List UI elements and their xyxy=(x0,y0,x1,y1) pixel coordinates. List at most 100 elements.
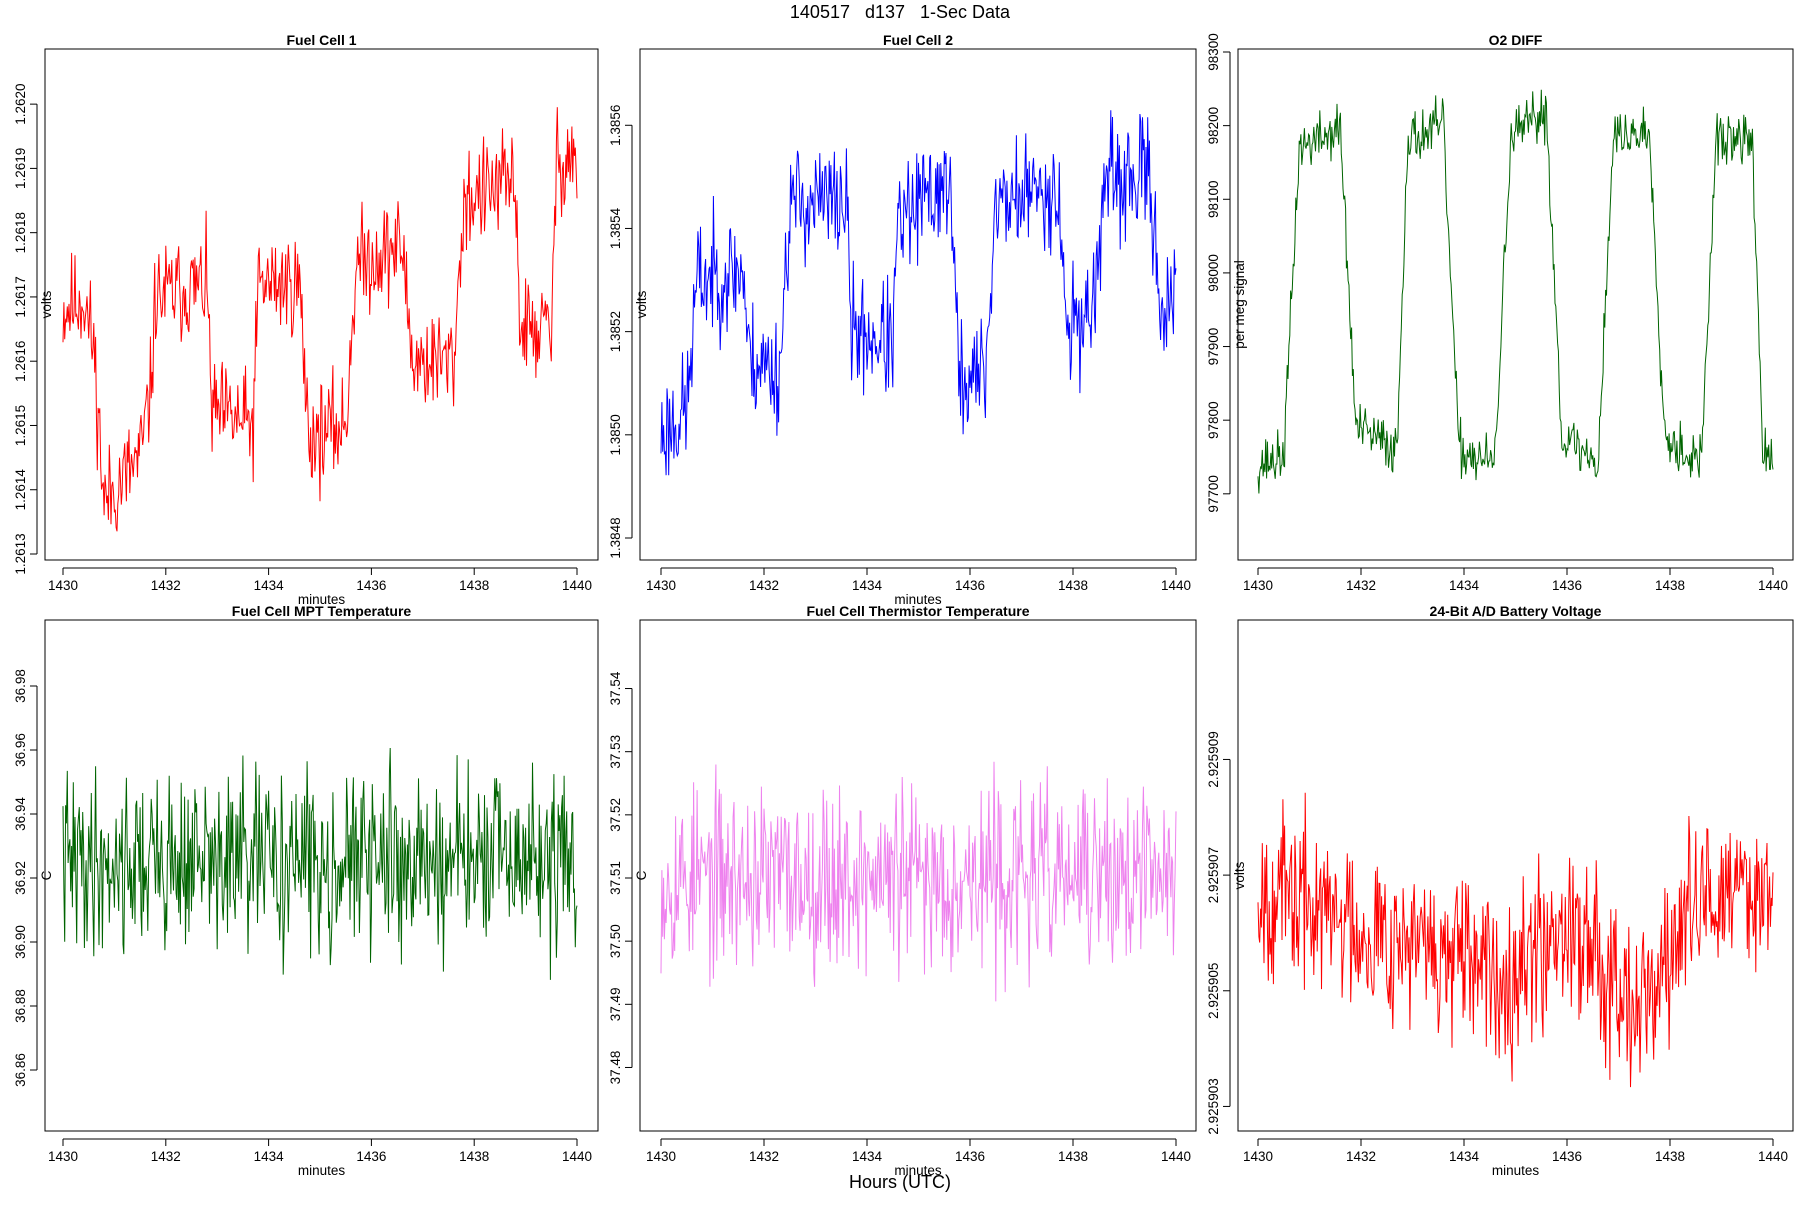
y-tick-label: 2.925909 xyxy=(1206,731,1221,787)
y-tick-label: 36.86 xyxy=(13,1053,28,1087)
y-axis-label: volts xyxy=(1232,861,1247,889)
y-tick-label: 36.90 xyxy=(13,925,28,959)
x-tick-label: 1430 xyxy=(48,578,78,593)
figure-x-axis-label: Hours (UTC) xyxy=(849,1172,951,1192)
y-axis-label: volts xyxy=(39,290,54,318)
plot-frame xyxy=(639,619,1197,1132)
plot-frame xyxy=(44,48,599,561)
y-tick-label: 1.2616 xyxy=(13,341,28,382)
plot-panel-5: Fuel Cell Thermistor Temperature 1430 1432… xyxy=(608,603,1197,1178)
x-tick-label: 1430 xyxy=(1243,1149,1273,1164)
x-axis-label: minutes xyxy=(894,1163,942,1178)
x-tick-label: 1438 xyxy=(1655,1149,1685,1164)
data-series-line xyxy=(62,107,578,532)
x-tick-label: 1432 xyxy=(151,578,181,593)
x-tick-label: 1438 xyxy=(1655,578,1685,593)
plot-panel-2: Fuel Cell 2 1430 1432 1434 1436 1438 1440 minut… xyxy=(608,32,1197,607)
y-tick-label: 37.53 xyxy=(608,735,623,769)
y-tick-label: 1.3852 xyxy=(608,311,623,352)
plot-title: Fuel Cell Thermistor Temperature xyxy=(806,603,1029,619)
y-tick-label: 37.48 xyxy=(608,1051,623,1085)
data-series-line xyxy=(660,110,1177,476)
y-tick-label: 98300 xyxy=(1206,33,1221,71)
y-tick-label: 1.2614 xyxy=(13,469,28,511)
plot-frame xyxy=(1237,619,1794,1132)
data-series-line xyxy=(62,747,578,980)
y-axis-label: C xyxy=(39,870,54,880)
y-tick-label: 36.94 xyxy=(13,797,28,831)
y-tick-label: 37.50 xyxy=(608,924,623,958)
y-tick-label: 1.2620 xyxy=(13,83,28,124)
x-tick-label: 1434 xyxy=(1449,1149,1480,1164)
x-tick-label: 1436 xyxy=(1552,578,1582,593)
data-series-line xyxy=(660,761,1177,1002)
x-tick-label: 1438 xyxy=(459,578,489,593)
y-axis-label: per meg signal xyxy=(1232,260,1247,349)
y-tick-label: 1.3856 xyxy=(608,105,623,146)
x-tick-label: 1430 xyxy=(48,1149,78,1164)
plot-panel-4: Fuel Cell MPT Temperature 1430 1432 1434 143… xyxy=(13,603,599,1178)
y-tick-label: 98100 xyxy=(1206,180,1221,218)
y-tick-label: 37.52 xyxy=(608,798,623,832)
plot-title: 24-Bit A/D Battery Voltage xyxy=(1430,603,1602,619)
y-tick-label: 1.2617 xyxy=(13,276,28,317)
y-tick-label: 1.3850 xyxy=(608,414,623,455)
x-tick-label: 1430 xyxy=(646,578,676,593)
plot-panel-6: 24-Bit A/D Battery Voltage 1430 1432 1434 14… xyxy=(1206,603,1794,1178)
x-tick-label: 1440 xyxy=(1758,578,1788,593)
x-axis-label: minutes xyxy=(894,592,942,607)
x-tick-label: 1434 xyxy=(1449,578,1480,593)
y-tick-label: 98000 xyxy=(1206,254,1221,292)
plot-panel-1: Fuel Cell 1 1430 1432 1434 1436 1438 1440 minut… xyxy=(13,32,599,607)
x-tick-label: 1432 xyxy=(1346,1149,1376,1164)
y-tick-label: 1.3848 xyxy=(608,517,623,558)
x-tick-label: 1436 xyxy=(1552,1149,1582,1164)
y-tick-label: 1.2618 xyxy=(13,212,28,253)
y-tick-label: 97700 xyxy=(1206,475,1221,513)
x-tick-label: 1434 xyxy=(852,578,883,593)
x-tick-label: 1430 xyxy=(646,1149,676,1164)
y-tick-label: 1.2615 xyxy=(13,405,28,446)
plot-frame xyxy=(1237,48,1794,561)
x-tick-label: 1432 xyxy=(151,1149,181,1164)
x-axis-label: minutes xyxy=(1492,1163,1540,1178)
plot-frame xyxy=(639,48,1197,561)
plot-panel-3: O2 DIFF 1430 1432 1434 1436 1438 1440 97700 9780… xyxy=(1206,32,1794,593)
y-tick-label: 2.925905 xyxy=(1206,963,1221,1019)
x-tick-label: 1440 xyxy=(1758,1149,1788,1164)
y-tick-label: 36.98 xyxy=(13,669,28,703)
y-tick-label: 2.925907 xyxy=(1206,847,1221,903)
x-tick-label: 1440 xyxy=(1161,578,1191,593)
data-series-line xyxy=(1257,792,1774,1088)
x-tick-label: 1434 xyxy=(254,578,285,593)
plot-title: Fuel Cell 1 xyxy=(286,32,356,48)
plot-title: Fuel Cell 2 xyxy=(883,32,953,48)
y-tick-label: 37.49 xyxy=(608,987,623,1021)
y-tick-label: 97800 xyxy=(1206,401,1221,439)
plot-title: Fuel Cell MPT Temperature xyxy=(232,603,412,619)
data-series-line xyxy=(1257,89,1774,494)
x-axis-label: minutes xyxy=(298,592,346,607)
x-tick-label: 1440 xyxy=(562,1149,592,1164)
x-tick-label: 1440 xyxy=(1161,1149,1191,1164)
x-tick-label: 1436 xyxy=(356,1149,386,1164)
figure-title: 140517 d137 1-Sec Data xyxy=(789,2,1011,22)
x-axis-label: minutes xyxy=(298,1163,346,1178)
x-tick-label: 1434 xyxy=(254,1149,285,1164)
x-tick-label: 1432 xyxy=(749,1149,779,1164)
plot-title: O2 DIFF xyxy=(1489,32,1543,48)
y-axis-label: volts xyxy=(634,290,649,318)
x-tick-label: 1432 xyxy=(749,578,779,593)
y-tick-label: 97900 xyxy=(1206,328,1221,366)
x-tick-label: 1436 xyxy=(955,578,985,593)
x-tick-label: 1430 xyxy=(1243,578,1273,593)
x-tick-label: 1432 xyxy=(1346,578,1376,593)
x-tick-label: 1434 xyxy=(852,1149,883,1164)
y-tick-label: 1.3854 xyxy=(608,207,623,249)
y-tick-label: 1.2613 xyxy=(13,533,28,574)
y-tick-label: 2.925903 xyxy=(1206,1078,1221,1134)
x-tick-label: 1436 xyxy=(955,1149,985,1164)
x-tick-label: 1438 xyxy=(1058,1149,1088,1164)
